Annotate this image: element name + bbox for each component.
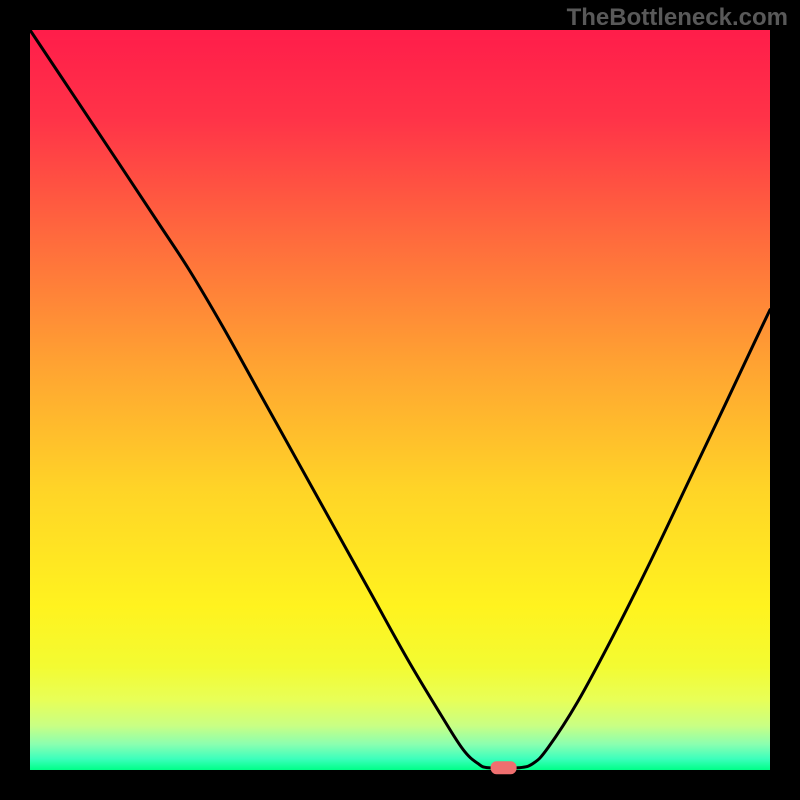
chart-background	[30, 30, 770, 770]
optimal-marker	[491, 761, 517, 774]
watermark-text: TheBottleneck.com	[567, 4, 788, 32]
chart-svg	[0, 0, 800, 800]
bottleneck-chart: TheBottleneck.com	[0, 0, 800, 800]
